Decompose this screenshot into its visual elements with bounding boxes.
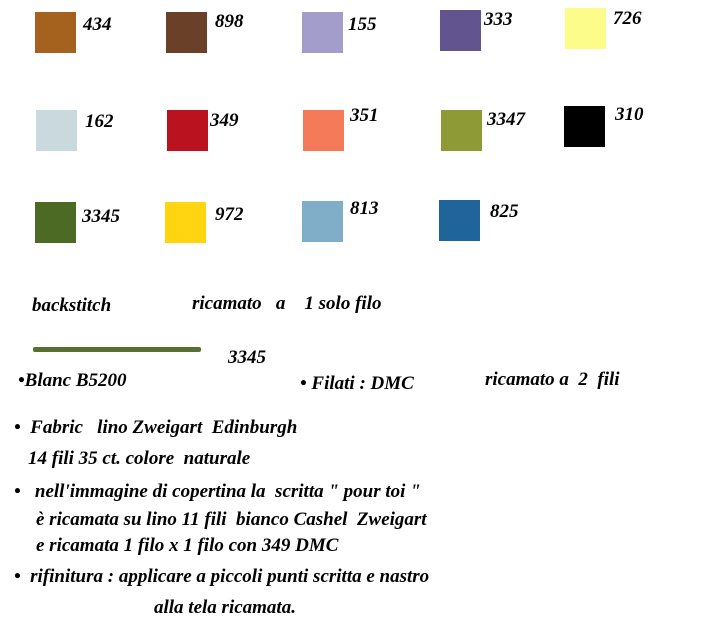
color-swatch-825 bbox=[439, 200, 480, 241]
backstitch-note: ricamato a 1 solo filo bbox=[192, 293, 382, 314]
color-swatch-726 bbox=[565, 8, 606, 49]
cover-line-2: è ricamata su lino 11 fili bianco Cashel… bbox=[36, 509, 427, 530]
color-swatch-3345 bbox=[35, 202, 76, 243]
color-code-label: 726 bbox=[613, 8, 642, 29]
color-swatch-434 bbox=[35, 12, 76, 53]
color-code-label: 434 bbox=[83, 14, 112, 35]
finish-line-2: alla tela ricamata. bbox=[154, 597, 296, 618]
color-code-label: 333 bbox=[484, 9, 513, 30]
cover-line-1: • nell'immagine di copertina la scritta … bbox=[14, 481, 421, 502]
color-swatch-351 bbox=[303, 110, 344, 151]
finish-line-1: • rifinitura : applicare a piccoli punti… bbox=[14, 566, 430, 587]
color-code-label: 3345 bbox=[82, 206, 120, 227]
color-swatch-349 bbox=[167, 110, 208, 151]
color-code-label: 972 bbox=[215, 204, 244, 225]
color-swatch-310 bbox=[564, 106, 605, 147]
color-code-label: 825 bbox=[490, 201, 519, 222]
color-code-label: 310 bbox=[615, 104, 644, 125]
color-code-label: 351 bbox=[350, 105, 379, 126]
fabric-line-1: • Fabric lino Zweigart Edinburgh bbox=[14, 417, 298, 438]
filati-note: • Filati : DMC bbox=[300, 373, 414, 394]
color-swatch-155 bbox=[302, 12, 343, 53]
blanc-note: •Blanc B5200 bbox=[18, 370, 127, 391]
color-swatch-898 bbox=[166, 12, 207, 53]
color-code-label: 898 bbox=[215, 11, 244, 32]
color-code-label: 813 bbox=[350, 198, 379, 219]
color-swatch-813 bbox=[302, 201, 343, 242]
ricamato-two-threads: ricamato a 2 fili bbox=[485, 369, 620, 390]
color-swatch-162 bbox=[36, 110, 77, 151]
color-swatch-3347 bbox=[441, 110, 482, 151]
cover-line-3: e ricamata 1 filo x 1 filo con 349 DMC bbox=[36, 535, 339, 556]
color-code-label: 3347 bbox=[487, 109, 525, 130]
backstitch-label: backstitch bbox=[32, 295, 112, 316]
color-code-label: 162 bbox=[85, 111, 114, 132]
color-code-label: 155 bbox=[348, 14, 377, 35]
color-swatch-333 bbox=[440, 10, 481, 51]
fabric-line-2: 14 fili 35 ct. colore naturale bbox=[28, 448, 251, 469]
backstitch-line-code: 3345 bbox=[228, 347, 266, 368]
backstitch-line-sample bbox=[33, 347, 201, 352]
color-swatch-972 bbox=[165, 202, 206, 243]
color-code-label: 349 bbox=[210, 110, 239, 131]
